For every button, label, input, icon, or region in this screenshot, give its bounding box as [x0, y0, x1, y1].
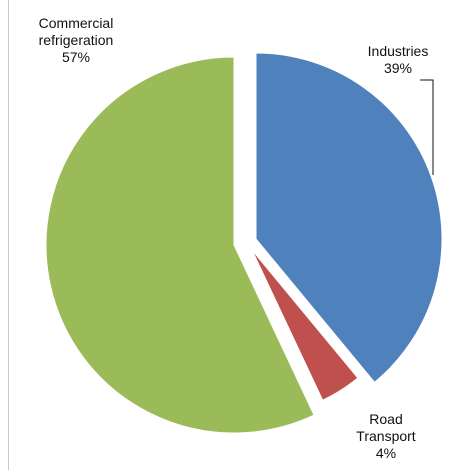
slice-name-road-transport: Transport — [356, 428, 416, 444]
slice-label-industries: Industries 39% — [368, 43, 429, 76]
slice-value-industries: 39% — [384, 60, 412, 76]
slice-label-commercial-refrigeration: Commercial refrigeration 57% — [39, 15, 114, 65]
slice-value-road-transport: 4% — [376, 445, 396, 461]
leader-line-industries — [420, 79, 434, 175]
slice-name-commercial-refrigeration: refrigeration — [39, 32, 114, 48]
slice-name-commercial-refrigeration: Commercial — [39, 15, 114, 31]
pie-slice-commercial-refrigeration — [45, 56, 315, 434]
pie-slice-road-transport — [251, 249, 359, 401]
pie-slice-industries — [255, 52, 443, 384]
slice-value-commercial-refrigeration: 57% — [62, 49, 90, 65]
left-border-line — [8, 0, 9, 470]
slice-label-road-transport: Road Transport 4% — [356, 411, 416, 461]
slice-name-industries: Industries — [368, 43, 429, 59]
slice-name-road-transport: Road — [369, 411, 402, 427]
